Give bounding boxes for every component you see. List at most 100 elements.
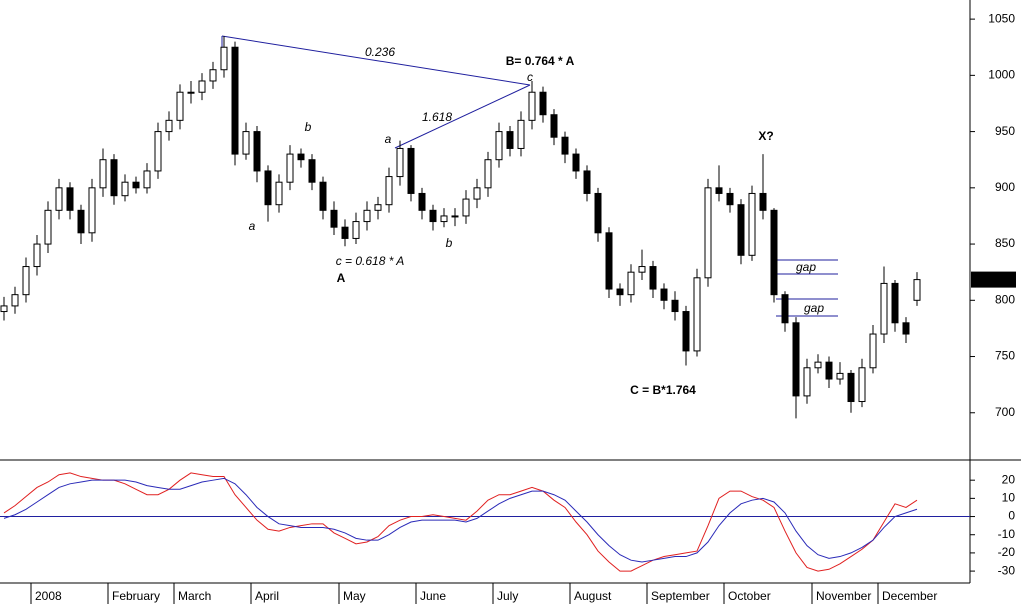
annotation: c bbox=[527, 70, 533, 84]
candle-body bbox=[143, 170, 151, 189]
candle-body bbox=[891, 282, 899, 324]
candle-body bbox=[737, 204, 745, 256]
candle-body bbox=[99, 159, 107, 189]
candle-body bbox=[407, 147, 415, 194]
candle-body bbox=[627, 271, 635, 296]
candle-body bbox=[726, 192, 734, 206]
candle-body bbox=[242, 131, 250, 155]
candle-body bbox=[561, 136, 569, 155]
x-tick-label: December bbox=[882, 589, 937, 603]
candle-body bbox=[374, 204, 382, 211]
x-tick-label: July bbox=[497, 589, 518, 603]
candle-body bbox=[209, 69, 217, 82]
x-tick-label: June bbox=[420, 589, 446, 603]
x-tick-label: May bbox=[343, 589, 366, 603]
last-price-box bbox=[971, 271, 1016, 288]
y-tick-label: 0 bbox=[1008, 509, 1015, 523]
candle-body bbox=[693, 277, 701, 352]
candle-body bbox=[176, 91, 184, 121]
y-tick-label: 10 bbox=[1002, 491, 1016, 505]
candle-body bbox=[198, 80, 206, 93]
candle-body bbox=[913, 279, 921, 301]
candle-body bbox=[231, 46, 239, 155]
candle-body bbox=[616, 288, 624, 296]
candle-body bbox=[132, 181, 140, 189]
y-tick-label: -20 bbox=[998, 545, 1016, 559]
y-tick-label: 20 bbox=[1002, 472, 1016, 486]
annotation: B= 0.764 * A bbox=[506, 54, 575, 68]
candle-body bbox=[847, 372, 855, 403]
candle-body bbox=[506, 131, 514, 149]
y-tick-label: -30 bbox=[998, 563, 1016, 577]
x-tick-label: February bbox=[112, 589, 160, 603]
candle-body bbox=[88, 187, 96, 234]
annotation: 1.618 bbox=[422, 110, 452, 124]
annotation: b bbox=[446, 236, 453, 250]
candle-body bbox=[781, 294, 789, 324]
x-tick-label: September bbox=[651, 589, 710, 603]
candle-body bbox=[902, 322, 910, 335]
annotation: gap bbox=[796, 260, 816, 274]
candle-body bbox=[220, 46, 228, 71]
candle-body bbox=[110, 159, 118, 197]
candle-body bbox=[341, 226, 349, 239]
candle-body bbox=[165, 119, 173, 133]
candle-body bbox=[517, 119, 525, 149]
candle-body bbox=[429, 209, 437, 223]
candle-body bbox=[473, 187, 481, 200]
x-tick-label: 2008 bbox=[35, 589, 62, 603]
candle-body bbox=[759, 192, 767, 211]
candle-body bbox=[583, 170, 591, 194]
candle-body bbox=[869, 333, 877, 369]
y-tick-label: -10 bbox=[998, 527, 1016, 541]
candle-body bbox=[418, 192, 426, 211]
candle-body bbox=[803, 367, 811, 397]
candle-body bbox=[748, 192, 756, 256]
last-price-label: 818.400 bbox=[971, 272, 1015, 286]
candle-body bbox=[44, 209, 52, 245]
candle-body bbox=[253, 131, 261, 172]
candle-body bbox=[671, 299, 679, 313]
candle-body bbox=[352, 221, 360, 239]
candle-body bbox=[297, 153, 305, 161]
candle-body bbox=[330, 209, 338, 228]
candle-body bbox=[66, 187, 74, 211]
candle-body bbox=[77, 209, 85, 234]
candle-body bbox=[0, 305, 8, 313]
candle-body bbox=[825, 361, 833, 380]
x-tick-label: March bbox=[178, 589, 211, 603]
candle-body bbox=[495, 131, 503, 161]
candle-body bbox=[308, 159, 316, 183]
candle-body bbox=[11, 294, 19, 307]
candle-body bbox=[396, 147, 404, 178]
candle-body bbox=[275, 181, 283, 206]
annotation: 0.236 bbox=[365, 45, 395, 59]
annotation: gap bbox=[804, 301, 824, 315]
candle-body bbox=[154, 131, 162, 172]
annotation: a bbox=[385, 132, 392, 146]
plot: 700 750 800 850 900 950 1000 1050 818.400 0.236 B=… bbox=[0, 11, 1016, 604]
fib-line bbox=[221, 35, 531, 86]
annotation: X? bbox=[758, 129, 773, 143]
candle-body bbox=[319, 181, 327, 211]
y-tick-label: 850 bbox=[995, 236, 1015, 250]
x-tick-label: November bbox=[816, 589, 871, 603]
candle-body bbox=[539, 91, 547, 116]
y-tick-label: 950 bbox=[995, 124, 1015, 138]
annotation: A bbox=[337, 271, 346, 285]
candle-body bbox=[440, 215, 448, 223]
candle-body bbox=[880, 282, 888, 335]
candle-body bbox=[187, 91, 195, 94]
candle-body bbox=[649, 266, 657, 290]
candle-body bbox=[286, 153, 294, 183]
candle-body bbox=[836, 372, 844, 380]
oscillator-line bbox=[3, 477, 918, 563]
y-tick-label: 1050 bbox=[988, 11, 1015, 25]
annotation: C = B*1.764 bbox=[630, 383, 696, 397]
candle-body bbox=[770, 209, 778, 296]
candle-body bbox=[660, 288, 668, 301]
x-tick-label: October bbox=[728, 589, 771, 603]
candle-body bbox=[462, 198, 470, 217]
x-tick-label: April bbox=[255, 589, 279, 603]
